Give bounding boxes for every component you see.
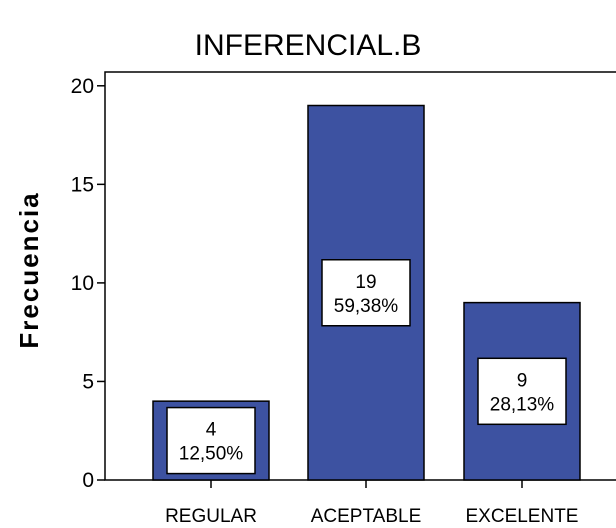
x-tick-label-2: EXCELENTE [466, 506, 579, 527]
data-label-count-1: 19 [355, 272, 376, 293]
y-tick-label-2: 10 [71, 272, 94, 295]
data-label-box-2 [477, 357, 567, 426]
data-label-count-2: 9 [517, 370, 528, 391]
chart-title: INFERENCIAL.B [195, 29, 422, 62]
data-label-box-0 [166, 406, 256, 475]
data-label-percent-2: 28,13% [490, 394, 555, 415]
y-tick-label-0: 0 [82, 469, 94, 492]
x-tick-label-1: ACEPTABLE [311, 506, 422, 527]
bars-group: 4 12,50% 19 59,38% 9 28,13% [152, 104, 581, 481]
x-axis: REGULAR ACEPTABLE EXCELENTE [165, 480, 578, 527]
data-label-percent-0: 12,50% [179, 444, 244, 465]
data-label-percent-1: 59,38% [334, 296, 399, 317]
x-tick-label-0: REGULAR [165, 506, 257, 527]
y-axis-label: Frecuencia [14, 191, 44, 348]
data-label-box-1 [321, 259, 411, 327]
data-label-count-0: 4 [206, 420, 217, 441]
y-tick-label-1: 5 [82, 370, 94, 393]
y-axis: 0 5 10 15 20 [71, 75, 105, 492]
y-tick-label-4: 20 [71, 75, 94, 98]
y-tick-label-3: 15 [71, 173, 94, 196]
